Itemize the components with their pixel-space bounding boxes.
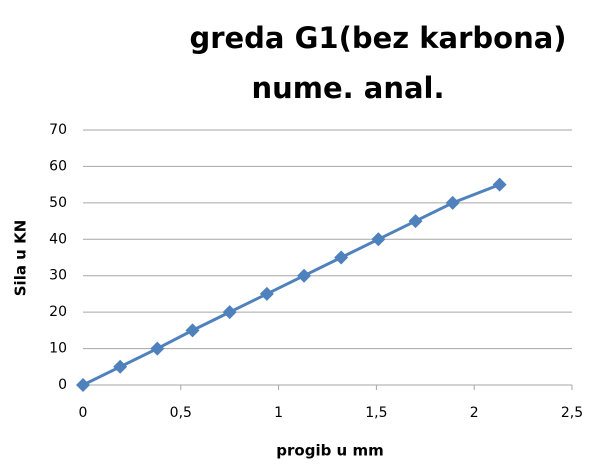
x-tick-label: 2 <box>470 405 479 421</box>
data-point <box>297 268 312 283</box>
data-point <box>334 250 349 265</box>
y-tick-label: 20 <box>49 304 67 320</box>
chart-title: nume. anal. <box>251 71 444 105</box>
x-tick-label: 1 <box>274 405 283 421</box>
x-tick-label: 1,5 <box>365 405 387 421</box>
y-tick-label: 30 <box>49 268 67 284</box>
data-point <box>259 286 274 301</box>
x-axis-label: progib u mm <box>276 442 383 460</box>
data-point <box>113 359 128 374</box>
y-tick-label: 70 <box>49 122 67 138</box>
x-tick-label: 0,5 <box>170 405 192 421</box>
x-tick-label: 0 <box>79 405 88 421</box>
data-point <box>492 177 507 192</box>
y-tick-label: 10 <box>49 341 67 357</box>
y-tick-label: 60 <box>49 158 67 174</box>
y-tick-label: 50 <box>49 195 67 211</box>
data-point <box>408 214 423 229</box>
data-point <box>76 378 90 392</box>
data-point <box>150 341 165 356</box>
series-line <box>82 183 501 387</box>
chart-title: greda G1(bez karbona) <box>189 21 566 55</box>
data-point <box>185 323 200 338</box>
data-point <box>222 305 237 320</box>
data-point <box>371 232 386 247</box>
data-point <box>445 195 460 210</box>
x-tick-label: 2,5 <box>561 405 583 421</box>
y-axis-label: Sila u KN <box>12 220 30 297</box>
y-tick-label: 0 <box>58 377 67 393</box>
y-tick-label: 40 <box>49 231 67 247</box>
